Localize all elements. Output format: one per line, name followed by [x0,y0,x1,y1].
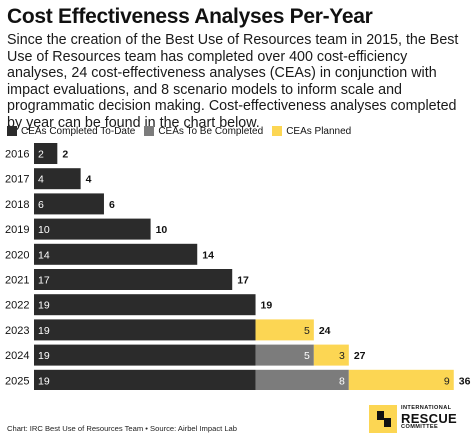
bar-segment-completed [34,143,58,164]
legend-item-completed: CEAs Completed To-Date [7,126,135,137]
y-tick-label: 2022 [5,300,29,312]
bar-value-label: 19 [38,325,50,337]
bar-segment-to-be-completed [255,369,349,390]
bar-value-label: 5 [304,325,310,337]
bar-chart: 2016 2 2 2017 4 4 2018 6 6 2019 10 10 2020 14 14 2021 17… [5,143,471,390]
logo-text-rescue: RESCUE [401,411,457,426]
bar-segment-planned [348,369,454,390]
y-tick-label: 2017 [5,174,29,186]
chart-footer: Chart: IRC Best Use of Resources Team • … [7,424,238,433]
legend-swatch-to-be-completed [144,126,155,136]
bar-segment-to-be-completed [255,344,314,366]
bar-total-label: 6 [109,199,115,211]
bar-total-label: 36 [459,375,471,387]
y-tick-label: 2016 [5,149,29,161]
legend-label-completed: CEAs Completed To-Date [21,125,136,137]
bar-segment-completed [34,168,81,190]
chart-legend: CEAs Completed To-Date CEAs To Be Comple… [7,124,360,138]
bar-value-label: 19 [38,350,50,362]
bar-value-label: 6 [38,199,44,211]
legend-item-to-be-completed: CEAs To Be Completed [144,126,263,137]
legend-label-to-be-completed: CEAs To Be Completed [158,125,264,137]
bar-value-label: 5 [304,350,310,362]
y-tick-label: 2020 [5,249,29,261]
bar-segment-completed [34,319,256,341]
y-tick-label: 2023 [5,325,29,337]
irc-logo: INTERNATIONAL RESCUE COMMITTEE [369,402,470,435]
chart-subtitle: Since the creation of the Best Use of Re… [7,32,459,131]
logo-text-international: INTERNATIONAL [401,405,452,412]
bar-segment-completed [34,218,151,240]
y-tick-label: 2024 [5,350,29,362]
chart-title: Cost Effectiveness Analyses Per-Year [7,5,373,28]
bar-value-label: 10 [38,224,50,236]
bar-segment-completed [34,243,198,265]
irc-logo-text: INTERNATIONAL RESCUE COMMITTEE [401,406,457,430]
legend-swatch-completed [7,126,17,136]
bar-total-label: 27 [354,350,366,362]
bar-segment-planned [313,344,349,366]
bar-total-label: 10 [156,224,168,236]
bar-total-label: 4 [86,174,92,186]
bar-segment-completed [34,193,104,215]
bar-value-label: 9 [444,375,450,387]
bar-segment-completed [34,344,256,366]
irc-logo-mark [369,404,397,433]
bar-value-label: 19 [38,300,50,312]
legend-label-planned: CEAs Planned [286,125,352,137]
bar-segment-completed [34,369,256,390]
legend-swatch-planned [272,126,283,136]
bar-value-label: 3 [339,350,345,362]
bar-total-label: 19 [261,300,273,312]
bar-total-label: 17 [237,275,249,287]
bar-segment-planned [255,319,314,341]
bar-segment-completed [34,269,233,290]
bar-segment-completed [34,294,256,316]
bar-value-label: 2 [38,149,44,161]
bar-value-label: 4 [38,174,44,186]
bar-value-label: 17 [38,275,50,287]
y-tick-label: 2025 [5,375,29,387]
y-tick-label: 2021 [5,275,29,287]
legend-item-planned: CEAs Planned [272,126,351,137]
bar-total-label: 2 [62,149,68,161]
y-tick-label: 2018 [5,199,29,211]
bar-total-label: 14 [202,249,214,261]
bar-value-label: 14 [38,249,50,261]
y-tick-label: 2019 [5,224,29,236]
bar-value-label: 8 [339,375,345,387]
bar-total-label: 24 [319,325,331,337]
bar-value-label: 19 [38,375,50,387]
logo-text-committee: COMMITTEE [401,424,439,430]
